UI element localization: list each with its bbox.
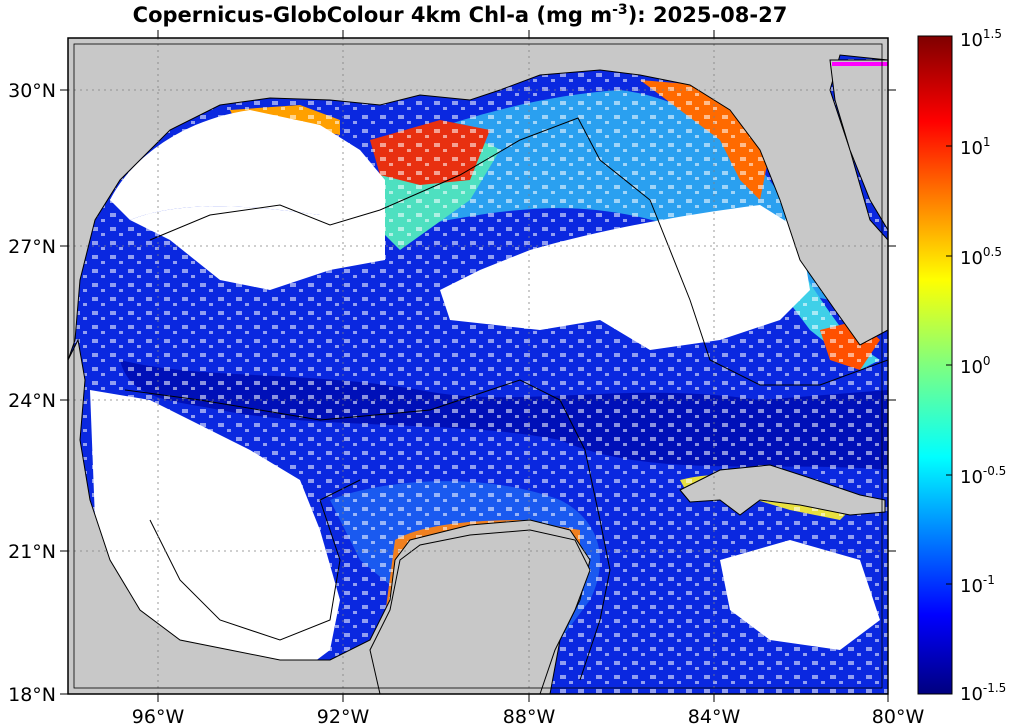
lon-label: 80°W xyxy=(872,706,925,727)
map-outer-frame xyxy=(73,43,883,689)
lat-label: 18°N xyxy=(8,684,56,706)
frame-ticks xyxy=(60,30,896,702)
lon-label: 92°W xyxy=(317,706,370,727)
lat-label: 24°N xyxy=(8,390,56,412)
colorbar-label: 100 xyxy=(960,354,991,378)
land-yucatan xyxy=(369,529,591,694)
map-plot-area xyxy=(68,38,888,694)
colorbar-label: 10-0.5 xyxy=(960,464,1006,488)
latitude-labels: 30°N 27°N 24°N 21°N 18°N xyxy=(8,80,56,706)
map-frame xyxy=(67,37,889,695)
title-prefix: Copernicus-GlobColour 4km Chl-a (mg m xyxy=(132,3,613,27)
lon-label: 88°W xyxy=(503,706,556,727)
colorbar-label: 10-1.5 xyxy=(960,681,1006,705)
colorbar-label: 101 xyxy=(960,135,991,159)
title-superscript: -3 xyxy=(612,2,628,18)
lat-label: 27°N xyxy=(8,236,56,258)
colorbar-ticks xyxy=(946,145,952,585)
land-florida xyxy=(829,59,888,231)
colorbar-label: 101.5 xyxy=(960,27,1002,51)
graticule xyxy=(68,38,888,694)
colorbar-labels: 101.5 101 100.5 100 10-0.5 10-1 10-1.5 xyxy=(960,27,1006,705)
lat-label: 21°N xyxy=(8,541,56,563)
land-north-america xyxy=(68,38,888,361)
colorbar-label: 100.5 xyxy=(960,245,1002,269)
land-cuba xyxy=(679,464,886,516)
title-suffix: ): 2025-08-27 xyxy=(627,3,788,27)
lon-label: 96°W xyxy=(132,706,185,727)
longitude-labels: 96°W 92°W 88°W 84°W 80°W xyxy=(132,706,925,727)
map-title: Copernicus-GlobColour 4km Chl-a (mg m-3)… xyxy=(0,2,920,27)
lat-label: 30°N xyxy=(8,80,56,102)
colorbar-label: 10-1 xyxy=(960,573,995,597)
lon-label: 84°W xyxy=(688,706,741,727)
